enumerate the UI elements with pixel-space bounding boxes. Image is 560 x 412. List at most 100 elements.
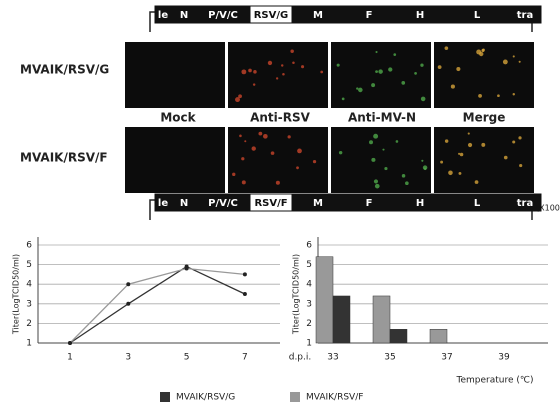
x-tick-label: 5 [184,353,190,363]
cell-signal [504,156,508,160]
series-line [70,267,245,343]
cell-signal [475,180,479,184]
y-tick-label: 1 [26,339,32,349]
y-tick-label: 6 [306,241,312,251]
cell-signal [296,166,299,169]
y-tick-label: 5 [26,260,32,270]
cell-signal [468,132,470,134]
cell-signal [241,157,244,160]
cell-signal [281,64,283,66]
cell-signal [369,140,373,144]
x-axis-label: Temperature (℃) [455,376,533,386]
cell-signal [518,136,521,139]
y-tick-label: 3 [306,299,312,309]
cell-signal [424,168,426,170]
cell-signal [448,171,453,176]
x-tick-label: 1 [67,353,73,363]
column-label: Anti-MV-N [348,111,416,125]
cell-signal [242,180,246,184]
cell-signal [342,98,345,101]
cell-signal [235,97,240,102]
cell-signal [290,50,293,53]
cell-signal [445,46,449,50]
gene-label: H [416,10,424,21]
cell-signal [382,149,384,151]
column-label: Anti-RSV [250,111,311,125]
cell-signal [253,70,257,74]
cell-signal [503,60,508,65]
row-label: MVAIK/RSV/F [20,151,108,165]
gene-label: F [366,198,373,209]
cell-signal [384,167,387,170]
bar [390,329,407,343]
cell-signal [438,65,442,69]
cell-signal [497,94,500,97]
data-point [185,267,189,271]
cell-signal [268,61,272,65]
cell-signal [393,53,396,56]
cell-signal [513,93,515,95]
data-point [243,272,247,276]
cell-signal [375,70,378,73]
cell-signal [396,140,399,143]
gene-label: M [313,10,323,21]
gene-label: F [366,10,373,21]
column-label: Mock [160,111,196,125]
legend-swatch [160,392,170,402]
cell-signal [378,69,383,74]
cell-signal [271,151,275,155]
cell-signal [244,140,246,142]
bar [316,257,333,343]
cell-signal [420,64,423,67]
cell-signal [248,69,252,73]
cell-signal [451,85,455,89]
cell-signal [512,140,515,143]
cell-signal [513,55,515,57]
gene-label: L [474,10,481,21]
cell-signal [263,134,268,139]
micrograph [228,42,328,108]
micrograph [331,42,431,108]
cell-signal [421,160,423,162]
y-tick-label: 6 [26,241,32,251]
cell-signal [519,61,521,63]
gene-label: M [313,198,323,209]
cell-signal [375,51,377,53]
cell-signal [421,97,426,102]
data-point [126,302,130,306]
cell-signal [239,135,242,138]
cell-signal [440,161,443,164]
cell-signal [401,81,405,85]
cell-signal [292,61,295,64]
cell-signal [458,172,461,175]
x-tick-label: 7 [242,353,248,363]
gene-label: N [180,10,188,21]
data-point [126,282,130,286]
y-tick-label: 3 [26,299,32,309]
cell-signal [337,64,340,67]
cell-signal [320,71,323,74]
column-label: Merge [463,111,506,125]
gene-label: tra [517,10,533,21]
micrograph [331,127,431,193]
cell-signal [388,67,392,71]
cell-signal [405,181,409,185]
cell-signal [301,65,304,68]
cell-signal [479,52,483,56]
gene-label: le [158,10,168,21]
micrograph [125,42,225,108]
series-line [70,269,245,343]
cell-signal [288,135,291,138]
cell-signal [276,181,280,185]
bar [430,329,447,343]
cell-signal [297,149,302,154]
cell-signal [282,73,285,76]
cell-signal [371,83,375,87]
x-tick-label: 39 [498,353,510,363]
gene-label: L [474,198,481,209]
cell-signal [371,158,375,162]
x-tick-label: 3 [125,353,131,363]
cell-signal [468,143,472,147]
x-tick-label: 37 [441,353,452,363]
gene-label: H [416,198,424,209]
